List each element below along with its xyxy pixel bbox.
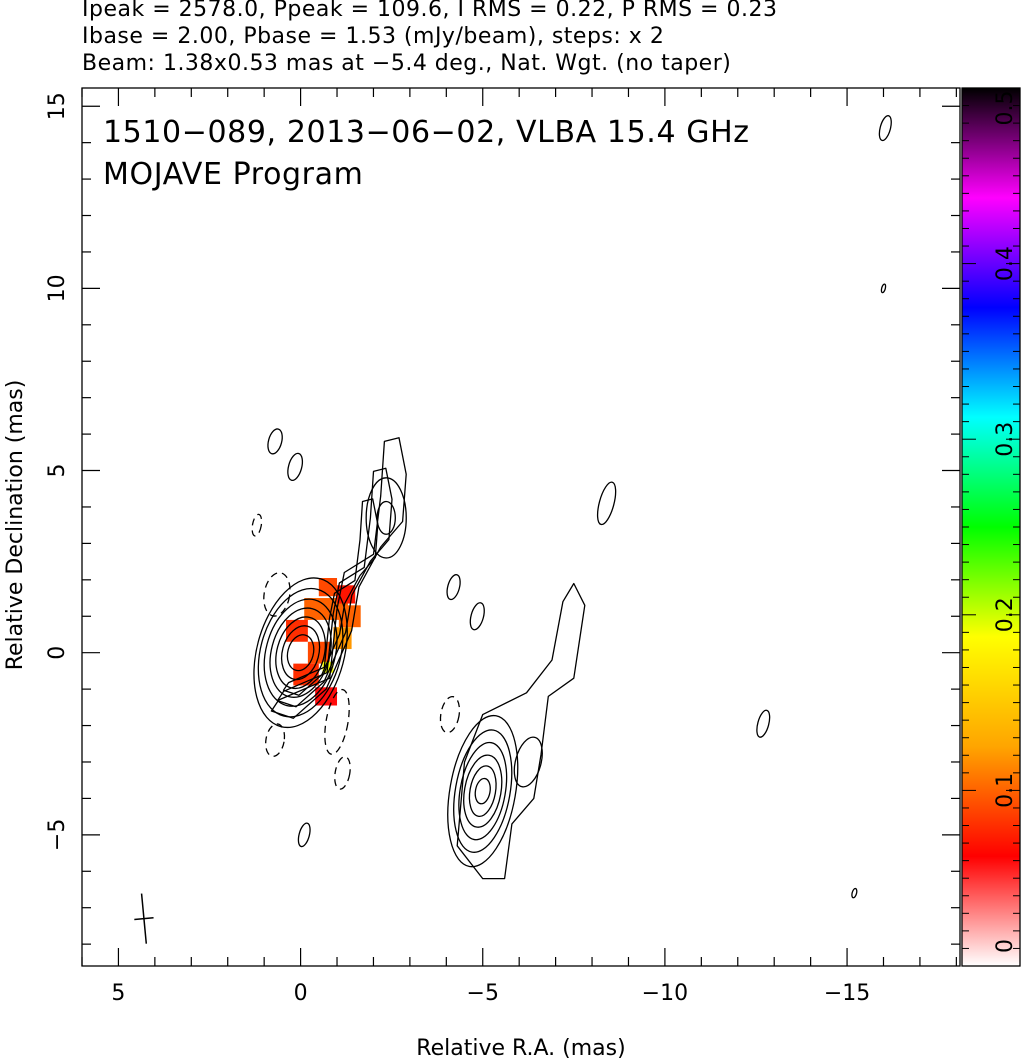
core-contour: [253, 577, 348, 729]
plot-title: 1510−089, 2013−06−02, VLBA 15.4 GHz: [103, 115, 750, 150]
colorbar-tick-label: 0.3: [993, 422, 1018, 457]
x-tick-label: −5: [467, 981, 499, 1006]
secondary-core-contour: [453, 729, 513, 853]
colorbar-tick-label: 0: [993, 939, 1018, 953]
small-component-contour: [851, 887, 858, 899]
x-tick-label: −10: [642, 981, 688, 1006]
secondary-core-contour: [474, 777, 491, 805]
x-axis-label: Relative R.A. (mas): [416, 1036, 625, 1061]
small-component-contour: [469, 602, 485, 631]
x-tick-label: 5: [111, 981, 125, 1006]
colorbar-tick-labels: 0 0.1 0.2 0.3 0.4 0.5: [993, 91, 1018, 954]
small-component-contour: [596, 481, 617, 526]
colorbar-tick-label: 0.4: [993, 246, 1018, 281]
colorbar-tick-label: 0.2: [993, 597, 1018, 632]
y-axis-label: Relative Declination (mas): [3, 380, 28, 671]
core-contour: [263, 598, 338, 707]
small-component-contour: [287, 452, 304, 482]
beam-layer: [134, 893, 154, 944]
negative-contour: [265, 723, 286, 757]
negative-contour: [263, 572, 291, 617]
secondary-core-contour: [458, 741, 508, 841]
core-contour: [257, 587, 344, 718]
small-component-contour: [297, 822, 311, 848]
header-intensity-line: Ipeak = 2578.0, Ppeak = 109.6, I RMS = 0…: [82, 0, 778, 22]
x-axis-ticks: [81, 88, 957, 966]
small-component-contour: [446, 574, 461, 601]
x-tick-label: −15: [824, 981, 870, 1006]
y-tick-label: 10: [45, 274, 70, 302]
x-tick-label: 0: [294, 981, 308, 1006]
core-contour: [286, 634, 315, 672]
secondary-core-contour: [447, 714, 519, 868]
y-tick-label: −5: [45, 819, 70, 851]
colorbar-ticks: [962, 87, 1020, 967]
jet-knot-contour: [365, 477, 407, 559]
negative-contour: [439, 695, 461, 734]
x-axis-tick-labels: 5 0 −5 −10 −15: [111, 981, 870, 1006]
core-contour: [280, 625, 321, 681]
colorbar-tick-label: 0.5: [993, 91, 1018, 126]
secondary-core-contour: [468, 765, 497, 817]
y-tick-label: 5: [45, 464, 70, 478]
small-component-contour: [756, 709, 771, 738]
header-beam-line: Beam: 1.38x0.53 mas at −5.4 deg., Nat. W…: [82, 51, 732, 76]
small-component-contour: [513, 736, 543, 788]
beam-minor-axis: [134, 916, 154, 921]
secondary-outer-contour: [456, 582, 586, 880]
contour-layer: [251, 115, 892, 899]
plot-subtitle: MOJAVE Program: [103, 157, 363, 192]
jet-knot-contour: [376, 500, 396, 535]
small-component-contour: [880, 283, 887, 294]
negative-contour: [251, 513, 263, 537]
negative-contour: [324, 688, 350, 755]
y-axis-ticks: [82, 105, 960, 945]
y-tick-label: 15: [45, 92, 70, 120]
y-tick-label: 0: [45, 646, 70, 660]
header-base-line: Ibase = 2.00, Pbase = 1.53 (mJy/beam), s…: [82, 24, 665, 49]
small-component-contour: [267, 428, 283, 455]
secondary-core-contour: [463, 754, 503, 828]
jet-outer-contour: [270, 437, 407, 719]
small-component-contour: [878, 115, 892, 142]
jet-inner-contour: [276, 467, 393, 708]
polarization-pixel: [286, 619, 308, 642]
negative-contour: [334, 756, 351, 790]
colorbar-tick-label: 0.1: [993, 773, 1018, 808]
colorbar: [961, 87, 1021, 967]
y-axis-tick-labels: −5 0 5 10 15: [45, 92, 70, 851]
plot-frame: [81, 87, 961, 967]
